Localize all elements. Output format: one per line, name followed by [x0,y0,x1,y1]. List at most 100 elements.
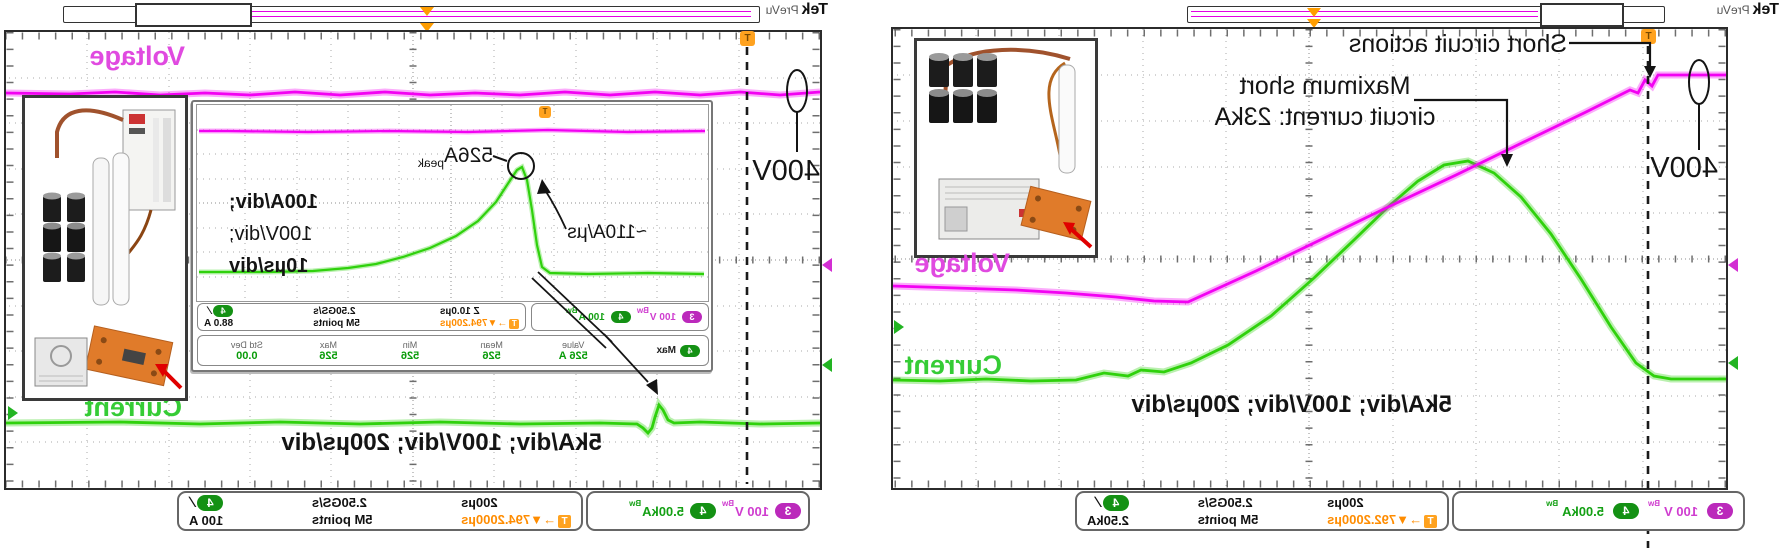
zoom-window-bracket [135,3,252,27]
trigger-source: 4 ∕ [191,494,224,511]
meas-ch-badge: 4 [680,344,700,357]
trigger-t-icon: T [558,514,571,528]
trigger-time-readout: T→▼792.2000µs [1327,512,1437,528]
trigger-column: 4 ∕ 2.50kA [1087,494,1129,528]
left-scope-panel: TekPreVu [0,0,832,555]
right-scope-panel: TekPreVu [882,0,1782,555]
trigger-level-marker [894,320,904,334]
tek-brand: Tek [1752,1,1779,18]
meas-col-min: Min 526 [400,339,420,362]
max-short-line2: circuit current: 23kA [1214,103,1436,131]
ch3-scale: 100 V [735,503,769,519]
ch4-scale: 100 A [578,311,605,323]
current-trace-label: Current [904,350,1002,380]
acquisition-overview-bar [1187,3,1665,27]
trigger-level: 88.0 A [204,318,234,329]
trigger-column: 4 ∕ 100 A [189,494,224,528]
peak-value-label: 526Apeak [418,144,493,170]
meas-col-stddev: Std Dev 0.00 [230,339,263,362]
voltage-trace-label: Voltage [89,41,185,71]
inset-channel-box: 3 100 V Bw 4 100 A Bw [531,303,709,331]
record-length: 5M points [311,512,373,527]
setup-photo-art [34,108,183,390]
current-trace [199,163,705,277]
inset-scale-stack: 100A/div; 100V/div; 10µs/div [229,186,381,282]
fuse-tube [112,152,130,306]
measurement-table: 4 Max Value 526 A Mean 526 Min 526 Max 526 S… [197,335,709,366]
inset-trigger-column: 4 ∕ 88.0 A [204,305,234,329]
trigger-t-icon: T [1424,514,1437,528]
fuse-tube [92,157,110,306]
inset-zoom-column: Z 10.0µs T→▼794.200µs [439,306,520,329]
setup-photo-art [929,47,1093,249]
trigger-ch-badge: 4 [1102,495,1129,511]
voltage-trace-label: Voltage [914,248,1010,278]
tek-logo: TekPreVu [1717,1,1779,19]
ch4-bw-icon: Bw [1546,499,1559,508]
copper-wire [55,108,124,158]
tek-logo: TekPreVu [766,1,828,19]
acquisition-mode-label: PreVu [1716,3,1750,17]
rising-edge-icon: ∕ [191,494,194,511]
zoom-inset-scope: T 526Apeak 100A/div; 100V/div; 10µs/div … [191,100,713,372]
ch3-bw-icon: Bw [1648,499,1661,508]
inset-timebase-box: Z 10.0µs T→▼794.200µs 2.50GS/s 5M points… [197,303,527,331]
ch4-bw-icon: Bw [629,499,642,508]
trigger-time-value: →▼794.200µs [439,317,508,329]
timebase-readout-box: 200µs T→▼792.2000µs 2.50GS/s 5M points 4… [1075,491,1449,531]
timebase-column: 200µs T→▼792.2000µs [1327,495,1437,528]
scale-caption: 5kA/div; 100V/div; 200µs/div [281,429,602,456]
power-supply-bottom [34,337,88,387]
trigger-level: 100 A [189,513,224,528]
sample-rate: 2.50GS/s [311,495,367,510]
pcb-board [84,325,174,387]
rising-edge-ic on: ∕ [1096,494,1100,511]
capacitor-bank [929,53,997,123]
tek-brand: Tek [801,1,828,18]
meas-col-mean: Mean 526 [480,339,503,362]
record-length: 5M points [1197,512,1259,527]
zoom-window-bracket [1540,3,1624,27]
measurement-row-label: 4 Max [614,344,700,357]
trigger-level: 2.50kA [1087,513,1129,528]
trigger-ch-badge: 4 [213,305,234,317]
ch3-position-marker [1728,258,1738,272]
ch4-bw-icon: Bw [565,306,578,315]
copper-wire [943,47,1071,100]
ch3-bw-icon: Bw [722,499,735,508]
trigger-ch-badge: 4 [197,495,224,511]
meas-col-value: Value 526 A [558,339,588,362]
power-supply [938,178,1040,240]
timebase-column: 200µs T→▼794.2000µs [461,495,571,528]
voltage-value-callout: 400V [1650,152,1718,184]
inset-graticule [196,104,709,302]
trigger-time-value: →▼794.2000µs [461,511,556,527]
peak-value: 526A [443,144,493,167]
trigger-t-marker: T [740,31,755,46]
ch3-badge: 3 [1707,503,1733,519]
voltage-trace [893,71,1726,306]
red-arrow [1063,222,1093,249]
current-trace [6,397,820,439]
ch3-scale: 100 V [649,311,676,323]
sample-rate: 2.50GS/s [1197,495,1253,510]
trigger-position-marker-bar [420,7,434,16]
voltage-trace [199,127,706,135]
channel-readout-box: 3 100 V Bw 4 5.00kA Bw [586,491,810,531]
ch3-badge: 3 [682,311,702,323]
trigger-source: 4 ∕ [204,305,234,317]
scale-caption: 5kA/div; 100V/div; 200µs/div [1131,391,1452,418]
acquisition-mode-label: PreVu [765,3,799,17]
timebase-value: 200µs [1327,494,1364,510]
power-supply-top [122,109,176,211]
setup-photo [914,38,1098,258]
meas-col-max: Max 526 [319,339,338,362]
trigger-t-icon: T [509,318,520,329]
sample-rate: 2.50GS/s [313,305,356,317]
inset-sampling-column: 2.50GS/s 5M points [313,306,360,329]
meas-name: Max [656,345,676,356]
peak-callout [492,152,535,180]
trigger-level-marker [8,406,18,420]
trigger-time-readout: T→▼794.200µs [439,317,520,329]
